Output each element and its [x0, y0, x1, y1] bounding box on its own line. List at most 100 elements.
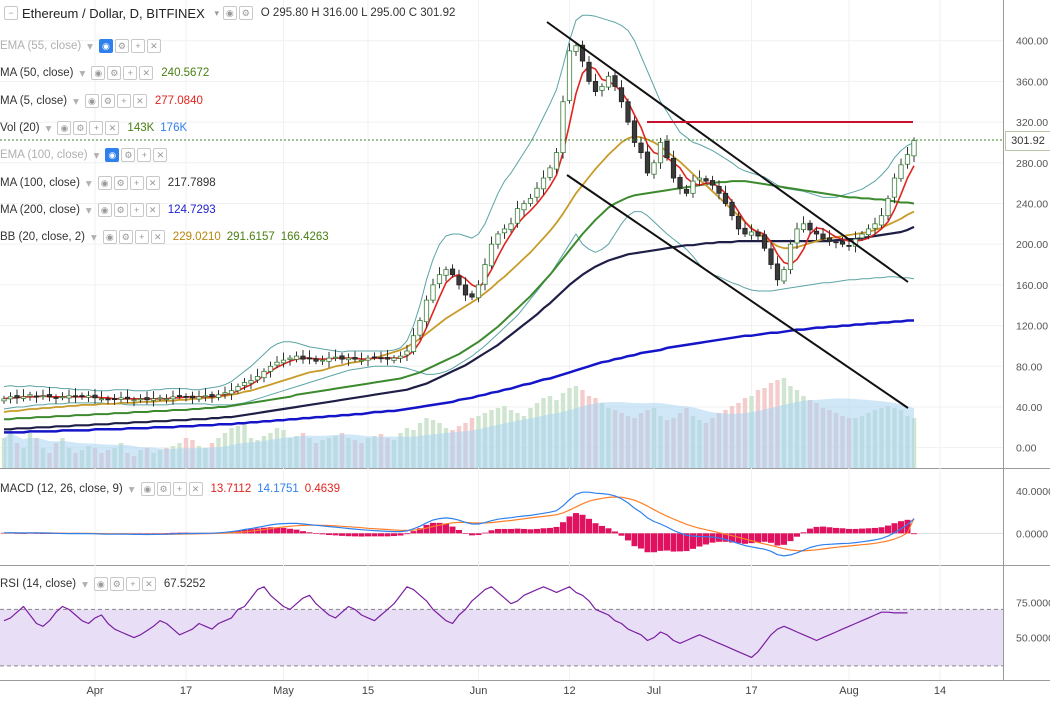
legend-actions: ◉ ⚙ + ✕: [97, 175, 160, 190]
legend-value: 217.7898: [167, 176, 216, 189]
add-icon[interactable]: +: [125, 577, 140, 591]
candle-up: [157, 397, 163, 400]
settings-icon[interactable]: ⚙: [100, 93, 115, 108]
add-icon[interactable]: +: [116, 93, 131, 108]
settings-icon[interactable]: ⚙: [238, 6, 253, 20]
chevron-down-icon[interactable]: ▾: [73, 95, 79, 108]
add-icon[interactable]: +: [129, 202, 144, 217]
chevron-down-icon[interactable]: ▾: [85, 204, 92, 217]
close-icon[interactable]: ✕: [150, 230, 165, 245]
eye-icon[interactable]: ◉: [84, 93, 99, 108]
candle-up: [397, 355, 404, 359]
chevron-down-icon[interactable]: ▾: [128, 484, 135, 496]
settings-icon[interactable]: ⚙: [113, 202, 128, 217]
settings-icon[interactable]: ⚙: [73, 120, 88, 135]
eye-icon[interactable]: ◉: [222, 6, 237, 20]
time-axis[interactable]: Apr 17 May 15 Jun 12 Jul 17 Aug 14: [86, 685, 946, 697]
chevron-down-icon[interactable]: ▾: [93, 150, 100, 163]
candle-up: [599, 86, 605, 91]
chevron-down-icon[interactable]: ▾: [91, 232, 97, 245]
macd-histogram-bar: [794, 533, 800, 537]
eye-icon[interactable]: ◉: [97, 202, 112, 217]
macd-histogram-bar: [768, 533, 774, 543]
candle-up: [508, 223, 514, 230]
eye-icon[interactable]: ◉: [105, 148, 120, 163]
chevron-down-icon[interactable]: ▾: [85, 177, 92, 190]
candle-down: [807, 222, 813, 231]
close-icon[interactable]: ✕: [146, 39, 161, 53]
candle-up: [443, 269, 449, 276]
legend-name: EMA (100, close): [0, 149, 88, 162]
eye-icon[interactable]: ◉: [93, 577, 108, 591]
legend-actions: ◉ ⚙: [222, 6, 253, 20]
candle-down: [53, 396, 59, 399]
macd-histogram-bar: [20, 533, 27, 534]
settings-icon[interactable]: ⚙: [114, 39, 129, 53]
close-icon[interactable]: ✕: [188, 482, 203, 496]
candle-down: [703, 178, 709, 182]
collapse-icon[interactable]: −: [4, 6, 18, 20]
add-icon[interactable]: +: [172, 482, 187, 496]
candle-up: [27, 394, 33, 397]
macd-histogram-bar: [735, 533, 742, 544]
add-icon[interactable]: +: [130, 39, 145, 53]
macd-histogram-bar: [280, 527, 287, 534]
price-axis[interactable]: 0.00 40.00 80.00 120.00 160.00 200.00 240.00 28…: [1016, 36, 1050, 645]
candle-up: [254, 376, 261, 381]
time-tick-label: Apr: [86, 685, 103, 697]
macd-histogram-bar: [631, 533, 638, 547]
macd-histogram-bar: [319, 533, 326, 535]
macd-histogram-bar: [417, 528, 423, 534]
eye-icon[interactable]: ◉: [57, 120, 72, 135]
close-icon[interactable]: ✕: [141, 577, 156, 591]
close-icon[interactable]: ✕: [145, 202, 160, 217]
chevron-down-icon[interactable]: ▾: [79, 68, 86, 81]
chevron-down-icon[interactable]: ▾: [87, 41, 93, 53]
settings-icon[interactable]: ⚙: [109, 577, 124, 591]
channel-lower-trendline[interactable]: [566, 174, 909, 409]
channel-upper-trendline[interactable]: [546, 21, 909, 283]
candle-up: [196, 396, 202, 400]
settings-icon[interactable]: ⚙: [113, 175, 128, 190]
chevron-down-icon[interactable]: ▾: [210, 7, 223, 19]
add-icon[interactable]: +: [123, 66, 138, 81]
eye-icon[interactable]: ◉: [91, 66, 106, 81]
settings-icon[interactable]: ⚙: [121, 148, 136, 163]
close-icon[interactable]: ✕: [153, 148, 168, 163]
add-icon[interactable]: +: [89, 120, 104, 135]
add-icon[interactable]: +: [137, 148, 152, 163]
legend-value: 277.0840: [154, 94, 203, 107]
eye-icon[interactable]: ◉: [98, 39, 113, 53]
settings-icon[interactable]: ⚙: [107, 66, 122, 81]
eye-icon[interactable]: ◉: [102, 230, 117, 245]
chevron-down-icon[interactable]: ▾: [82, 579, 88, 591]
macd-histogram-bar: [508, 528, 514, 534]
candle-down: [638, 142, 644, 154]
close-icon[interactable]: ✕: [105, 120, 120, 135]
macd-histogram-bar: [163, 533, 170, 534]
candle-up: [748, 231, 755, 236]
close-icon[interactable]: ✕: [132, 93, 147, 108]
volume-ma-area: [4, 398, 914, 468]
price-tick-label: 160.00: [1016, 280, 1048, 292]
candle-up: [7, 396, 14, 400]
chevron-down-icon[interactable]: ▾: [45, 122, 52, 135]
ohlc-values: O 295.80 H 316.00 L 295.00 C 301.92: [260, 7, 456, 19]
macd-tick-label: 40.0000: [1016, 486, 1050, 498]
add-icon[interactable]: +: [134, 230, 149, 245]
settings-icon[interactable]: ⚙: [156, 482, 171, 496]
close-icon[interactable]: ✕: [139, 66, 154, 81]
macd-histogram-bar: [722, 533, 729, 542]
settings-icon[interactable]: ⚙: [118, 230, 133, 245]
eye-icon[interactable]: ◉: [140, 482, 155, 496]
candle-down: [144, 397, 150, 401]
close-icon[interactable]: ✕: [145, 175, 160, 190]
candle-up: [891, 177, 898, 198]
eye-icon[interactable]: ◉: [97, 175, 112, 190]
drawings[interactable]: [0, 21, 1003, 409]
add-icon[interactable]: +: [129, 175, 144, 190]
candle-down: [742, 227, 748, 235]
legend-name: BB (20, close, 2): [0, 231, 86, 244]
